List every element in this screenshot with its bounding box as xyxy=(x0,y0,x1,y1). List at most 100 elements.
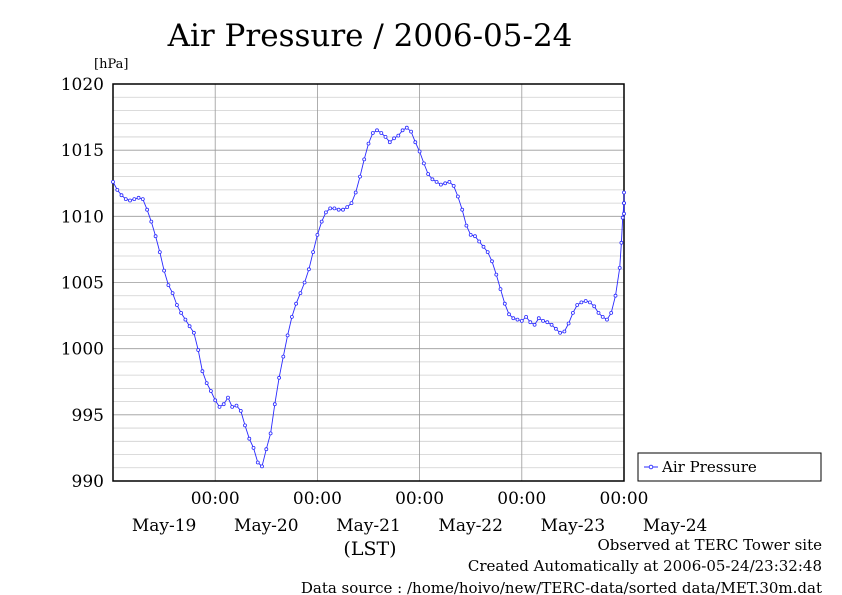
data-point xyxy=(260,464,264,469)
data-point xyxy=(349,201,354,206)
data-point xyxy=(481,244,486,249)
date-label: May-21 xyxy=(336,516,401,536)
data-point xyxy=(451,183,456,188)
data-point xyxy=(498,287,503,292)
footer-created: Created Automatically at 2006-05-24/23:3… xyxy=(468,557,822,575)
data-point xyxy=(583,299,588,303)
data-point xyxy=(600,314,605,319)
data-point xyxy=(562,329,567,334)
x-axis-label: (LST) xyxy=(343,538,396,560)
data-point xyxy=(396,133,401,138)
data-point xyxy=(306,267,311,272)
data-point xyxy=(417,149,422,154)
data-point xyxy=(157,250,162,255)
legend-marker xyxy=(648,464,654,470)
data-point xyxy=(200,369,205,374)
data-point xyxy=(609,310,614,315)
data-point xyxy=(362,157,367,162)
data-point xyxy=(383,134,388,139)
legend-box xyxy=(637,452,822,482)
data-point xyxy=(605,317,609,322)
grid xyxy=(113,84,624,481)
y-tick-labels: 990 995 1000 1005 1010 1015 1020 xyxy=(61,75,104,492)
data-point xyxy=(285,333,290,338)
data-point xyxy=(379,131,384,135)
date-label: May-19 xyxy=(132,516,197,536)
x-tick-label: 00:00 xyxy=(497,489,546,509)
data-point xyxy=(323,210,328,215)
y-tick-label: 1015 xyxy=(61,141,104,161)
data-point xyxy=(336,207,341,212)
data-point xyxy=(234,403,239,408)
data-point xyxy=(298,291,303,296)
series-line xyxy=(112,127,625,468)
x-tick-label: 00:00 xyxy=(600,489,649,509)
data-point xyxy=(558,330,562,335)
data-point xyxy=(277,375,282,380)
data-point xyxy=(353,190,358,195)
date-label: May-20 xyxy=(234,516,299,536)
data-point xyxy=(554,326,558,331)
data-point xyxy=(204,381,209,386)
data-point xyxy=(217,404,222,409)
data-point xyxy=(579,300,584,305)
data-point xyxy=(515,317,520,322)
data-point xyxy=(183,317,188,322)
data-point xyxy=(566,321,571,326)
y-tick-label: 1020 xyxy=(61,75,104,95)
data-point xyxy=(571,310,575,315)
data-point xyxy=(226,395,230,400)
data-point xyxy=(166,283,171,288)
data-point xyxy=(622,201,626,206)
data-point xyxy=(619,240,624,245)
y-axis-label: [hPa] xyxy=(94,57,128,72)
data-point xyxy=(596,310,601,315)
data-point xyxy=(251,445,256,450)
data-point xyxy=(128,198,132,203)
data-point xyxy=(289,314,294,319)
data-point xyxy=(430,177,435,182)
data-point xyxy=(536,316,541,321)
data-point xyxy=(302,280,307,285)
series-points xyxy=(111,125,626,469)
data-point xyxy=(272,402,277,407)
data-point xyxy=(187,324,192,329)
date-label: May-24 xyxy=(643,516,708,536)
data-point xyxy=(264,447,269,452)
data-point xyxy=(294,301,299,306)
y-tick-label: 995 xyxy=(72,406,104,426)
legend-label: Air Pressure xyxy=(661,458,757,476)
data-point xyxy=(311,250,316,255)
data-point xyxy=(404,125,409,130)
date-labels: May-19 May-20 May-21 May-22 May-23 May-24 xyxy=(132,516,708,536)
data-point xyxy=(438,182,443,187)
series-air-pressure xyxy=(111,125,626,469)
data-point xyxy=(191,330,196,335)
data-point xyxy=(592,304,597,309)
data-point xyxy=(617,265,622,270)
data-point xyxy=(400,128,405,133)
x-tick-label: 00:00 xyxy=(395,489,444,509)
data-point xyxy=(588,300,592,305)
data-point xyxy=(485,250,490,255)
footer-observed: Observed at TERC Tower site xyxy=(597,536,822,554)
data-point xyxy=(140,197,145,202)
data-point xyxy=(145,207,150,212)
x-tick-label: 00:00 xyxy=(293,489,342,509)
y-tick-label: 1010 xyxy=(61,207,104,227)
data-point xyxy=(511,316,516,321)
x-tick-labels: 00:00 00:00 00:00 00:00 00:00 xyxy=(191,489,649,509)
data-point xyxy=(230,404,235,409)
data-point xyxy=(575,303,580,307)
data-point xyxy=(545,320,550,325)
data-point xyxy=(179,310,184,315)
data-point xyxy=(149,219,154,224)
data-point xyxy=(541,318,545,323)
data-point xyxy=(281,354,286,359)
data-point xyxy=(375,128,379,133)
data-point xyxy=(358,174,362,179)
data-point xyxy=(502,301,507,306)
y-tick-label: 1005 xyxy=(61,274,104,294)
data-point xyxy=(468,232,473,237)
